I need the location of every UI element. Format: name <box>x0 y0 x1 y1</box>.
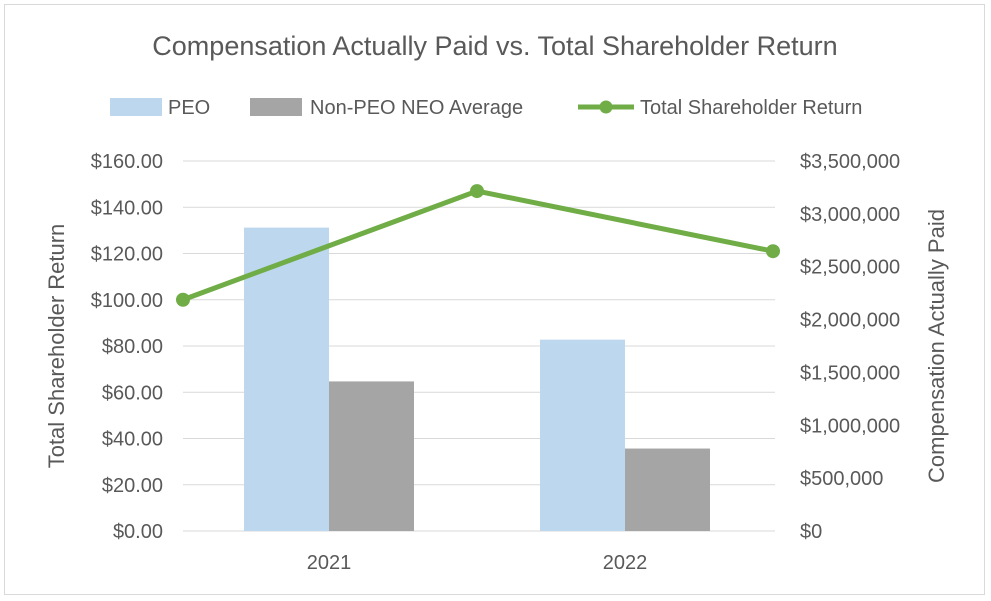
legend-swatch-non-peo <box>250 98 302 116</box>
left-tick-label: $40.00 <box>102 429 163 451</box>
left-tick-label: $20.00 <box>102 475 163 497</box>
tsr-line-group <box>176 184 780 307</box>
left-tick-label: $60.00 <box>102 382 163 404</box>
legend: PEO Non-PEO NEO Average Total Shareholde… <box>110 97 862 119</box>
legend-label-non-peo: Non-PEO NEO Average <box>310 97 523 119</box>
left-tick-label: $0.00 <box>113 521 163 543</box>
tsr-point-1 <box>470 184 484 199</box>
tsr-point-0 <box>176 292 190 307</box>
left-tick-label: $160.00 <box>91 151 163 173</box>
left-tick-label: $80.00 <box>102 336 163 358</box>
left-tick-label: $100.00 <box>91 290 163 312</box>
x-axis-ticks: 2021 2022 <box>307 552 648 574</box>
right-tick-label: $2,000,000 <box>800 310 900 332</box>
right-tick-label: $1,500,000 <box>800 362 900 384</box>
x-tick-label: 2021 <box>307 552 352 574</box>
tsr-point-2 <box>766 244 780 259</box>
right-tick-label: $3,000,000 <box>800 204 900 226</box>
legend-swatch-peo <box>110 98 162 116</box>
bar-non-peo-neo-average-2022 <box>625 448 710 531</box>
bar-non-peo-neo-average-2021 <box>329 381 414 531</box>
legend-marker-tsr <box>599 100 613 114</box>
legend-label-tsr: Total Shareholder Return <box>640 97 862 119</box>
left-tick-label: $140.00 <box>91 197 163 219</box>
chart-title: Compensation Actually Paid vs. Total Sha… <box>152 31 837 61</box>
bars <box>244 227 710 531</box>
left-axis-ticks: $0.00 $20.00 $40.00 $60.00 $80.00 $100.00 $120… <box>91 151 163 543</box>
right-axis-ticks: $0 $500,000 $1,000,000 $1,500,000 $2,000,000… <box>800 151 900 543</box>
right-tick-label: $2,500,000 <box>800 257 900 279</box>
legend-label-peo: PEO <box>168 97 210 119</box>
right-tick-label: $1,000,000 <box>800 415 900 437</box>
bar-peo-2021 <box>244 227 329 531</box>
right-axis-title: Compensation Actually Paid <box>924 209 949 483</box>
right-tick-label: $0 <box>800 521 822 543</box>
right-tick-label: $3,500,000 <box>800 151 900 173</box>
right-tick-label: $500,000 <box>800 468 883 490</box>
left-axis-title: Total Shareholder Return <box>44 224 69 469</box>
x-tick-label: 2022 <box>603 552 648 574</box>
left-tick-label: $120.00 <box>91 244 163 266</box>
bar-peo-2022 <box>540 339 625 531</box>
